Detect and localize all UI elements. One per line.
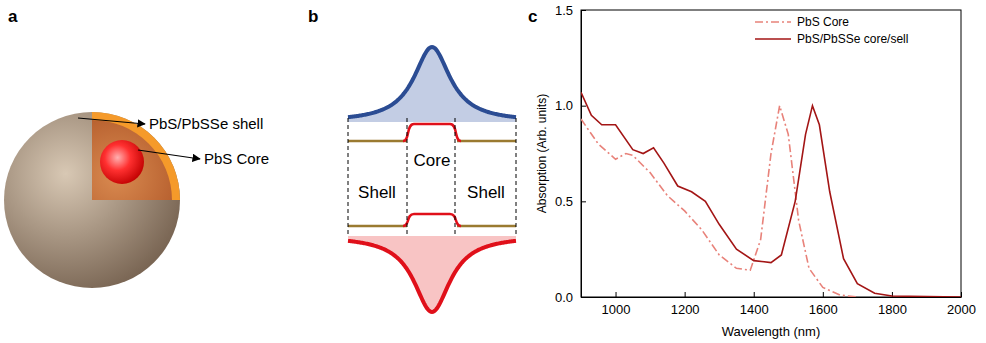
conduction-band-core <box>403 124 461 141</box>
y-tick: 0.0 <box>555 290 586 305</box>
y-tick-label: 1.0 <box>555 98 573 113</box>
arrow <box>138 150 200 159</box>
region-divider <box>516 118 517 236</box>
conduction-band-shell <box>348 140 407 143</box>
y-tick-label: 0.0 <box>555 290 573 305</box>
hole-wavefunction <box>348 241 516 312</box>
arrow <box>78 118 145 124</box>
legend-label: PbS/PbSSe core/sell <box>797 32 908 46</box>
x-tick-mark <box>961 292 962 297</box>
conduction-band-shell <box>457 140 516 143</box>
shell-region-label: Shell <box>467 183 505 202</box>
label-backdrop <box>356 183 398 202</box>
label-backdrop <box>465 183 507 202</box>
y-axis-title: Absorption (Arb. units) <box>535 94 549 213</box>
valence-band-shell <box>457 225 516 228</box>
x-tick: 1200 <box>671 292 700 317</box>
y-tick-label: 1.5 <box>555 3 573 18</box>
sphere <box>4 112 180 288</box>
core-label: PbS Core <box>204 150 269 167</box>
panel-label: b <box>308 7 318 26</box>
shell-label: PbS/PbSSe shell <box>149 115 263 132</box>
y-axis-line <box>581 11 582 298</box>
electron-wavefunction-fill <box>348 47 516 122</box>
y-tick-mark <box>581 106 586 107</box>
valence-band-core <box>403 214 461 226</box>
figure: a b c PbS/PbSSe shell PbS Core Core Shell Shell… <box>0 0 986 343</box>
x-tick-label: 1800 <box>878 302 907 317</box>
x-tick-label: 1200 <box>671 302 700 317</box>
hole-wavefunction-fill <box>348 236 516 312</box>
x-tick-label: 2000 <box>947 302 976 317</box>
x-tick-mark <box>754 292 755 297</box>
legend: PbS Core PbS/PbSSe core/sell <box>755 15 908 46</box>
x-tick-label: 1600 <box>809 302 838 317</box>
y-tick-mark <box>581 10 586 11</box>
shell-inside <box>92 120 172 200</box>
panel-b: Core Shell Shell <box>348 47 516 312</box>
plot-frame <box>581 10 961 297</box>
y-tick: 1.0 <box>555 98 586 113</box>
x-tick: 2000 <box>947 292 976 317</box>
y-tick: 0.5 <box>555 194 586 209</box>
panel-a: PbS/PbSSe shell PbS Core <box>4 112 269 288</box>
y-tick-mark <box>581 297 586 298</box>
region-divider <box>407 118 408 236</box>
panel-label: c <box>528 7 537 26</box>
x-axis-title: Wavelength (nm) <box>722 324 821 339</box>
x-tick: 1400 <box>740 292 769 317</box>
x-tick-label: 1000 <box>602 302 631 317</box>
series-line <box>581 92 961 297</box>
x-tick: 1000 <box>602 292 631 317</box>
x-tick-mark <box>823 292 824 297</box>
shell-region-label: Shell <box>358 183 396 202</box>
electron-wavefunction <box>348 47 516 117</box>
core-region-label: Core <box>414 151 451 170</box>
legend-label: PbS Core <box>797 15 849 29</box>
y-tick-label: 0.5 <box>555 194 573 209</box>
x-tick: 1600 <box>809 292 838 317</box>
legend-swatch <box>755 21 791 23</box>
panel-label: a <box>8 7 18 26</box>
valence-band-shell <box>348 225 407 228</box>
core <box>100 140 144 184</box>
y-tick-mark <box>581 201 586 202</box>
x-tick-mark <box>685 292 686 297</box>
plot-lines <box>581 92 961 297</box>
panel-c: 1000 1200 1400 1600 1800 2000 0.0 0.5 1.0 1.5 Wave… <box>535 3 976 339</box>
y-axis: 0.0 0.5 1.0 1.5 <box>555 3 586 305</box>
y-tick: 1.5 <box>555 3 586 18</box>
x-axis-line <box>582 297 962 298</box>
x-tick-mark <box>616 292 617 297</box>
legend-swatch <box>755 38 791 40</box>
x-tick-label: 1400 <box>740 302 769 317</box>
region-divider <box>348 118 349 236</box>
region-divider <box>455 118 456 236</box>
